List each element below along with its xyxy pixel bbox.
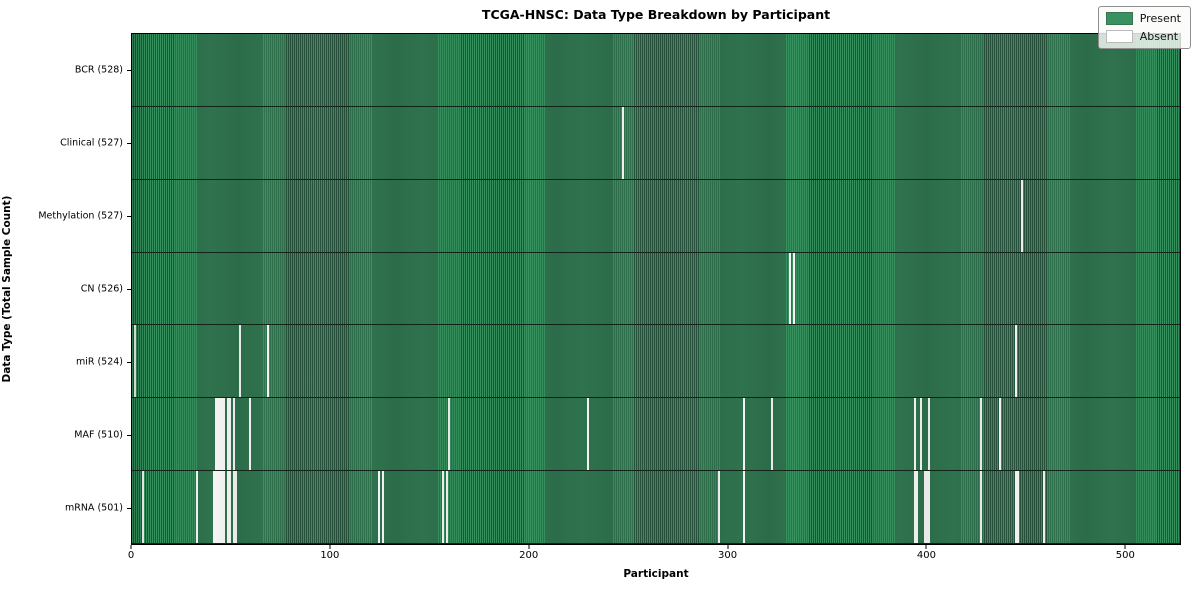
x-tick-label-0: 0 [127,550,135,561]
absent-stripe [925,471,928,544]
absent-stripe [916,471,918,544]
absent-stripe [1015,471,1018,544]
legend-present-label: Present [1139,12,1181,25]
y-tick-label-methylation: Methylation (527) [38,210,123,222]
x-tick-mark [130,545,132,549]
legend: Present Absent [1097,6,1191,49]
y-tick-label-mir: miR (524) [75,356,123,368]
x-tick-label-400: 400 [916,550,936,561]
x-tick-label-300: 300 [718,550,738,561]
absent-stripe [223,398,226,471]
absent-stripe [266,325,269,398]
absent-stripe [1021,179,1024,252]
y-tick-label-bcr: BCR (528) [74,64,123,76]
absent-stripe [213,471,216,544]
absent-stripe [217,398,220,471]
row-maf [132,398,1180,472]
absent-stripe [217,471,220,544]
y-tick-label-clinical: Clinical (527) [60,137,123,149]
legend-absent-swatch [1105,30,1133,43]
y-tick-label-maf: MAF (510) [74,429,123,441]
absent-stripe [133,325,136,398]
absent-stripe [445,471,448,544]
absent-stripe [441,471,444,544]
absent-stripe [233,471,236,544]
x-tick-mark [528,545,530,549]
x-tick-mark [727,545,729,549]
row-methylation [132,179,1180,253]
row-cn [132,252,1180,326]
absent-stripe [743,398,746,471]
absent-stripe [1015,325,1018,398]
x-tick-label-200: 200 [519,550,539,561]
absent-stripe [979,471,982,544]
absent-stripe [771,398,774,471]
x-tick-label-100: 100 [320,550,340,561]
y-tick-label-cn: CN (526) [80,283,123,295]
absent-stripe [792,252,795,325]
absent-stripe [229,471,232,544]
row-clinical [132,106,1180,180]
absent-stripe [979,398,982,471]
absent-stripe [586,398,589,471]
row-bcr [132,34,1180,107]
absent-stripe [1043,471,1046,544]
legend-item-present: Present [1105,12,1181,25]
absent-stripe [233,398,236,471]
absent-stripe [923,471,926,544]
absent-stripe [788,252,791,325]
legend-absent-label: Absent [1139,30,1179,43]
absent-stripe [249,398,252,471]
absent-stripe [221,398,224,471]
row-mrna [132,471,1180,545]
absent-stripe [919,398,922,471]
absent-stripe [227,471,230,544]
absent-stripe [622,106,625,179]
row-mir [132,325,1180,399]
absent-stripe [1017,471,1020,544]
absent-stripe [239,325,242,398]
x-axis-label: Participant [623,568,689,580]
x-tick-mark [1124,545,1126,549]
plot-area [131,33,1181,545]
absent-stripe [215,398,218,471]
absent-stripe [382,471,385,544]
x-tick-label-500: 500 [1115,550,1135,561]
legend-item-absent: Absent [1105,30,1181,43]
absent-stripe [227,398,230,471]
x-tick-mark [329,545,331,549]
absent-stripe [378,471,381,544]
absent-stripe [235,471,238,544]
x-tick-mark [925,545,927,549]
legend-present-swatch [1105,12,1133,25]
absent-stripe [914,398,917,471]
absent-stripe [195,471,198,544]
absent-stripe [221,471,224,544]
y-tick-mark [127,289,131,290]
y-tick-mark [127,215,131,217]
absent-stripe [927,398,930,471]
absent-stripe [219,398,222,471]
y-tick-mark [127,142,131,144]
absent-stripe [927,471,930,544]
absent-stripe [219,471,222,544]
absent-stripe [141,471,144,544]
y-tick-label-mrna: mRNA (501) [64,502,123,514]
chart-title: TCGA-HNSC: Data Type Breakdown by Partic… [481,7,831,22]
y-tick-mark [127,508,131,510]
absent-stripe [447,398,450,471]
absent-stripe [914,471,917,544]
absent-stripe [999,398,1002,471]
absent-stripe [223,471,226,544]
y-tick-mark [127,69,131,71]
absent-stripe [215,471,218,544]
absent-stripe [717,471,720,544]
y-tick-mark [127,362,131,364]
absent-stripe [743,471,746,544]
absent-stripe [229,398,232,471]
y-tick-mark [127,435,131,437]
